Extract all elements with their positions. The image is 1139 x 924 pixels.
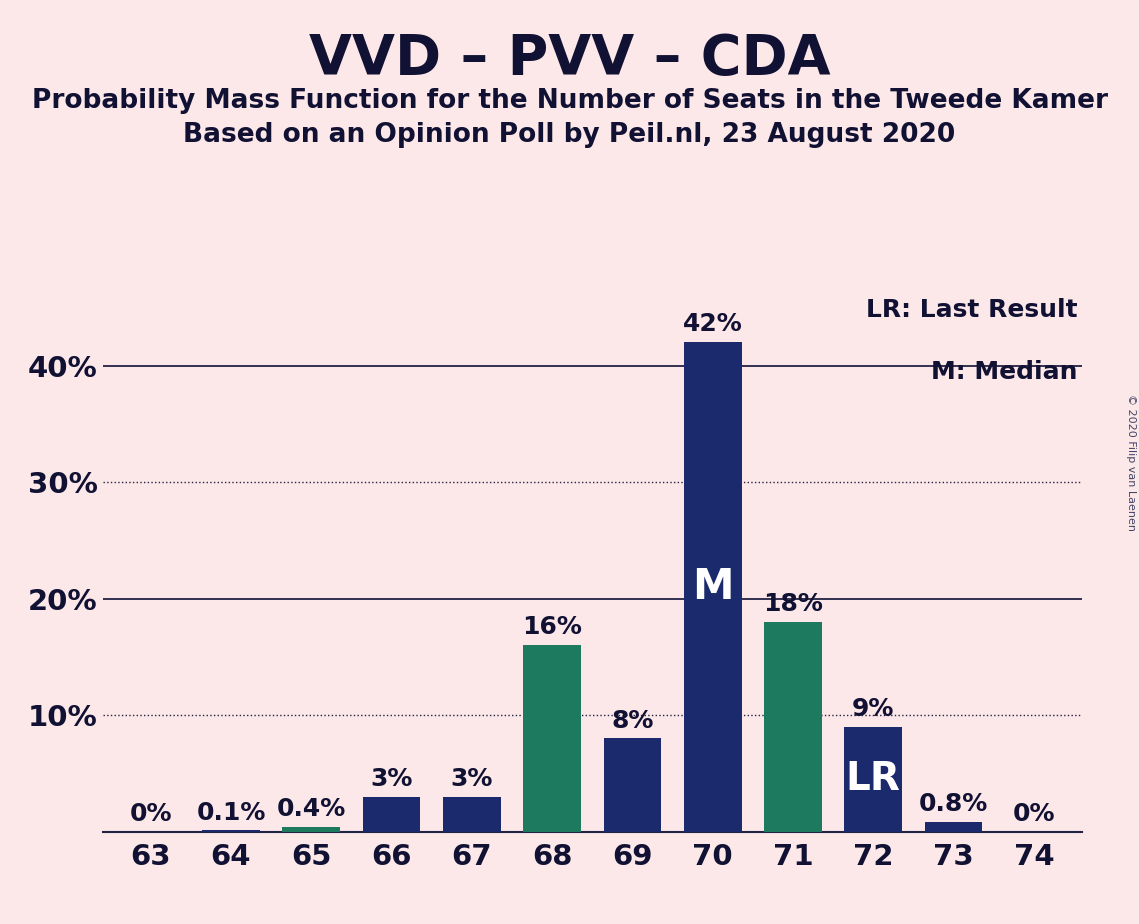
- Text: 8%: 8%: [612, 709, 654, 733]
- Text: 18%: 18%: [763, 592, 823, 616]
- Text: LR: LR: [846, 760, 901, 798]
- Text: 42%: 42%: [683, 312, 743, 336]
- Text: M: Median: M: Median: [931, 360, 1077, 384]
- Text: 0%: 0%: [1013, 802, 1055, 826]
- Bar: [604, 738, 662, 832]
- Bar: [523, 645, 581, 832]
- Text: 0.4%: 0.4%: [277, 797, 346, 821]
- Text: VVD – PVV – CDA: VVD – PVV – CDA: [309, 32, 830, 86]
- Bar: [844, 727, 902, 832]
- Text: 0.8%: 0.8%: [919, 793, 989, 817]
- Text: Based on an Opinion Poll by Peil.nl, 23 August 2020: Based on an Opinion Poll by Peil.nl, 23 …: [183, 122, 956, 148]
- Text: 3%: 3%: [370, 767, 412, 791]
- Text: LR: Last Result: LR: Last Result: [866, 298, 1077, 322]
- Bar: [443, 796, 501, 832]
- Text: 0%: 0%: [130, 802, 172, 826]
- Text: 0.1%: 0.1%: [196, 800, 265, 824]
- Bar: [362, 796, 420, 832]
- Bar: [925, 822, 983, 832]
- Bar: [683, 342, 741, 832]
- Text: 9%: 9%: [852, 697, 894, 721]
- Bar: [764, 622, 822, 832]
- Text: 16%: 16%: [522, 615, 582, 639]
- Bar: [202, 831, 260, 832]
- Text: Probability Mass Function for the Number of Seats in the Tweede Kamer: Probability Mass Function for the Number…: [32, 88, 1107, 114]
- Text: 3%: 3%: [451, 767, 493, 791]
- Bar: [282, 827, 341, 832]
- Text: M: M: [693, 565, 734, 608]
- Text: © 2020 Filip van Laenen: © 2020 Filip van Laenen: [1126, 394, 1136, 530]
